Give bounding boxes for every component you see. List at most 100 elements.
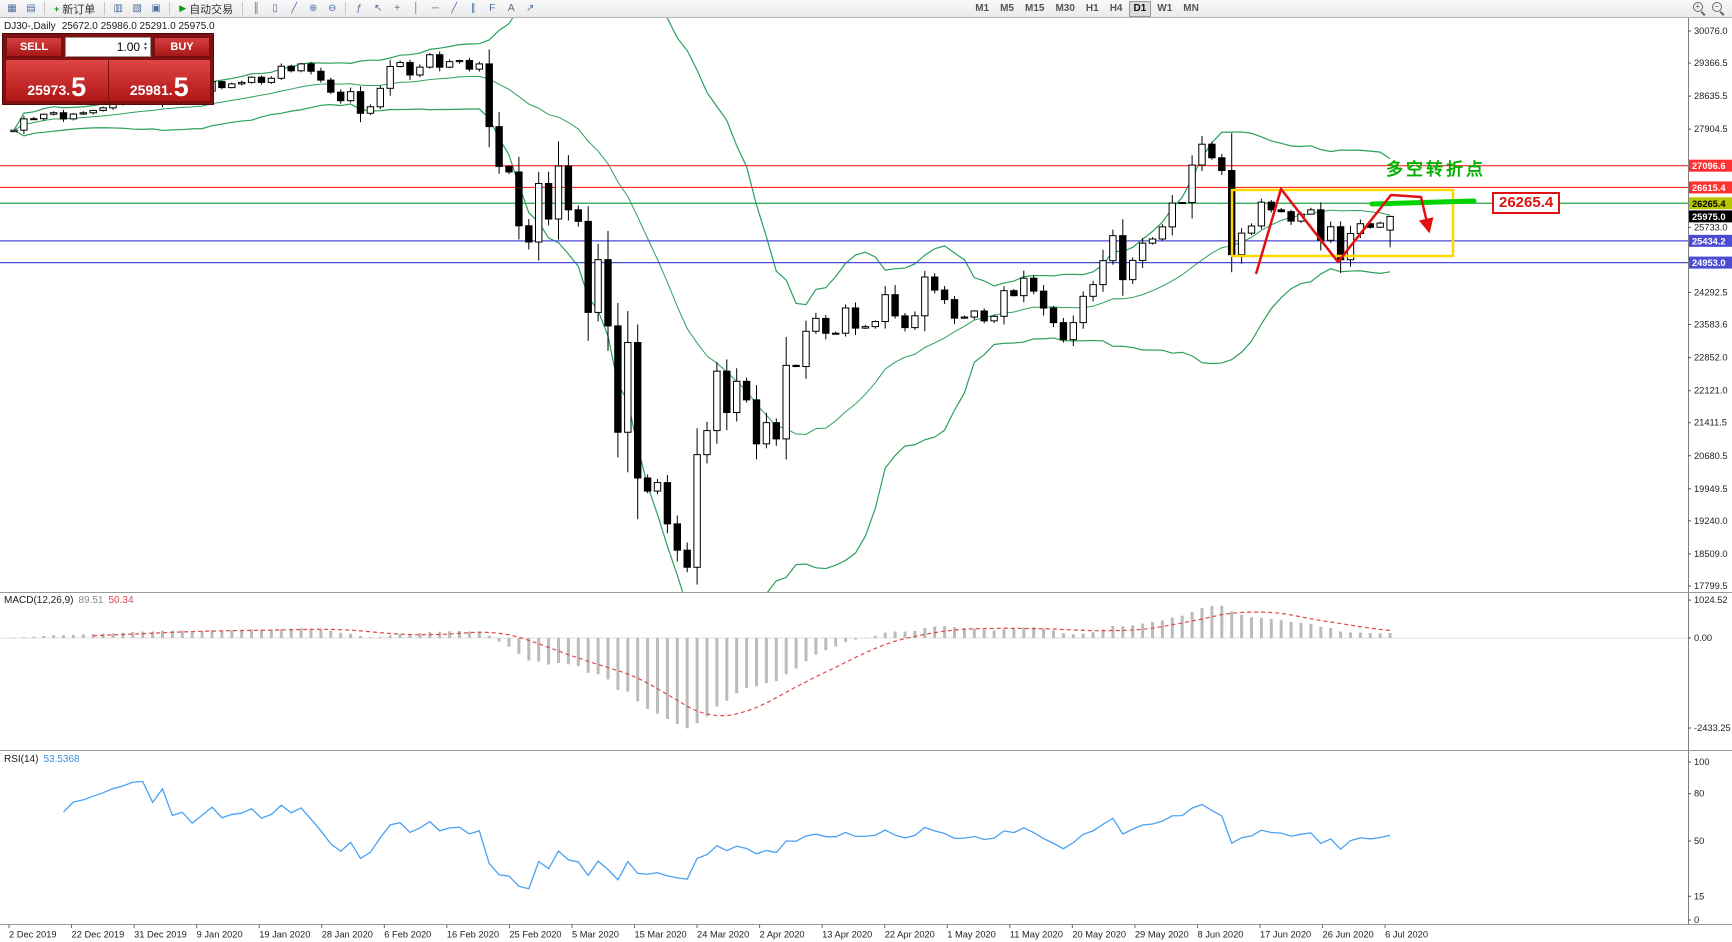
chart-annotations[interactable]	[1230, 187, 1477, 275]
bollinger-bands	[13, 18, 1391, 592]
cursor-icon[interactable]: ↖	[373, 3, 383, 14]
toolbar-separator	[169, 2, 171, 15]
channel-icon[interactable]: ∥	[470, 3, 476, 14]
timeframe-h4[interactable]: H4	[1109, 2, 1123, 14]
svg-text:28 Jan 2020: 28 Jan 2020	[322, 930, 373, 940]
svg-text:0: 0	[1694, 915, 1699, 925]
timeframe-m1[interactable]: M1	[975, 2, 990, 14]
horizontal-level-lines[interactable]	[0, 165, 1688, 264]
auto-trading-button[interactable]: ▶ 自动交易	[174, 1, 238, 17]
navigator-icon[interactable]: ▧	[132, 3, 142, 14]
zoom-out-icon[interactable]: ⊖	[327, 3, 337, 14]
svg-text:16 Feb 2020: 16 Feb 2020	[447, 930, 499, 940]
svg-text:26615.4: 26615.4	[1692, 183, 1726, 193]
svg-text:25975.0: 25975.0	[1692, 212, 1726, 222]
timeframe-d1[interactable]: D1	[1128, 0, 1152, 17]
svg-text:2 Dec 2019: 2 Dec 2019	[9, 930, 57, 940]
sell-price[interactable]: 25973. 5	[6, 60, 108, 101]
macd-name: MACD(12,26,9)	[4, 595, 74, 606]
new-chart-icon[interactable]: ▦	[7, 3, 17, 14]
symbol-info: DJ30-,Daily 25672.0 25986.0 25291.0 25975…	[4, 21, 215, 32]
new-order-button[interactable]: + 新订单	[49, 1, 100, 17]
svg-text:15: 15	[1694, 891, 1704, 901]
svg-text:21411.5: 21411.5	[1694, 418, 1727, 428]
svg-text:25 Feb 2020: 25 Feb 2020	[509, 930, 561, 940]
axes: 30076.0 29366.5 28635.5 27904.5 25733.0 24292…	[0, 18, 1732, 942]
timeframe-mn[interactable]: MN	[1183, 2, 1199, 14]
macd-main-value: 89.51	[78, 595, 104, 606]
toolbar-separator	[104, 2, 106, 15]
svg-text:18509.0: 18509.0	[1694, 549, 1728, 559]
zoom-in-magnifier-icon[interactable]: +	[1693, 2, 1706, 15]
svg-text:-2433.25: -2433.25	[1694, 723, 1731, 733]
indicators-icon[interactable]: ƒ	[356, 3, 362, 14]
line-chart-icon[interactable]: ╱	[291, 3, 298, 14]
rsi-name: RSI(14)	[4, 754, 39, 765]
svg-text:17 Jun 2020: 17 Jun 2020	[1260, 930, 1311, 940]
svg-text:24 Mar 2020: 24 Mar 2020	[697, 930, 749, 940]
buy-price[interactable]: 25981. 5	[108, 60, 210, 101]
symbol-ohlc-values: 25672.0 25986.0 25291.0 25975.0	[61, 21, 215, 32]
svg-text:22 Dec 2019: 22 Dec 2019	[72, 930, 125, 940]
volume-spinner[interactable]: ▲ ▼	[143, 42, 148, 52]
price-callout-annotation: 26265.4	[1492, 192, 1561, 214]
chart-type-icons-group: ║ ▯ ╱ ⊕ ⊖	[247, 1, 341, 16]
candles-chart-icon[interactable]: ▯	[272, 3, 278, 14]
svg-text:31 Dec 2019: 31 Dec 2019	[134, 930, 187, 940]
svg-text:2 Apr 2020: 2 Apr 2020	[760, 930, 805, 940]
buy-price-main: 25981.	[129, 82, 173, 98]
toolbar-separator	[44, 2, 45, 15]
svg-text:19240.0: 19240.0	[1694, 516, 1728, 526]
spin-down-icon[interactable]: ▼	[143, 46, 148, 52]
sell-button[interactable]: SELL	[6, 37, 62, 57]
timeframe-switcher: M1 M5 M15 M30 H1 H4 D1 W1 MN	[970, 0, 1204, 17]
zoom-in-icon[interactable]: ⊕	[308, 3, 318, 14]
svg-text:100: 100	[1694, 757, 1710, 767]
crosshair-icon[interactable]: +	[394, 3, 401, 14]
svg-text:24292.5: 24292.5	[1694, 287, 1728, 297]
svg-text:29366.5: 29366.5	[1694, 58, 1728, 68]
trendline-icon[interactable]: ╱	[451, 3, 458, 14]
text-label-icon[interactable]: A	[507, 3, 515, 14]
timeframe-m15[interactable]: M15	[1025, 2, 1045, 14]
zigzag-arrow-annotation[interactable]	[1254, 187, 1434, 275]
timeframe-h1[interactable]: H1	[1085, 2, 1099, 14]
timeframe-m30[interactable]: M30	[1055, 2, 1075, 14]
chart-profiles-icon[interactable]: ▤	[26, 3, 36, 14]
sell-price-main: 25973.	[27, 82, 71, 98]
terminal-icon[interactable]: ▣	[151, 3, 161, 14]
timeframe-m5[interactable]: M5	[1000, 2, 1014, 14]
sell-price-big-digit: 5	[71, 72, 87, 102]
fibonacci-icon[interactable]: F	[489, 3, 496, 14]
zoom-out-magnifier-icon[interactable]: −	[1712, 2, 1725, 15]
svg-text:30076.0: 30076.0	[1694, 26, 1728, 36]
market-watch-icon[interactable]: ▥	[113, 3, 123, 14]
candlestick-series	[10, 49, 1394, 585]
timeframe-w1[interactable]: W1	[1157, 2, 1173, 14]
svg-text:27904.5: 27904.5	[1694, 124, 1728, 134]
rsi-indicator-label: RSI(14) 53.5368	[4, 754, 80, 765]
svg-text:26 Jun 2020: 26 Jun 2020	[1323, 930, 1374, 940]
svg-text:29 May 2020: 29 May 2020	[1135, 930, 1189, 940]
arrows-icon[interactable]: ↗	[525, 3, 535, 14]
volume-input[interactable]	[94, 40, 141, 54]
svg-text:9 Jan 2020: 9 Jan 2020	[197, 930, 243, 940]
spin-up-icon[interactable]: ▲	[143, 41, 148, 47]
svg-text:8 Jun 2020: 8 Jun 2020	[1197, 930, 1243, 940]
volume-field[interactable]: ▲▼	[65, 37, 151, 57]
svg-text:22121.0: 22121.0	[1694, 386, 1728, 396]
one-click-trade-panel: SELL ▲▼ BUY 25973.5 25981.5	[2, 33, 214, 105]
svg-text:19 Jan 2020: 19 Jan 2020	[259, 930, 310, 940]
auto-trading-label: 自动交易	[189, 3, 234, 16]
macd-signal-line	[93, 611, 1391, 717]
macd-indicator-label: MACD(12,26,9) 89.51 50.34	[4, 595, 134, 606]
bars-chart-icon[interactable]: ║	[252, 3, 260, 14]
svg-text:1024.52: 1024.52	[1694, 595, 1728, 605]
horizontal-line-icon[interactable]: ─	[431, 3, 439, 14]
panel-icons-group: ▥ ▧ ▣	[109, 1, 165, 16]
buy-button[interactable]: BUY	[154, 37, 210, 57]
svg-text:25434.2: 25434.2	[1692, 236, 1726, 246]
vertical-line-icon[interactable]: │	[413, 3, 420, 14]
svg-text:28635.5: 28635.5	[1694, 91, 1728, 101]
